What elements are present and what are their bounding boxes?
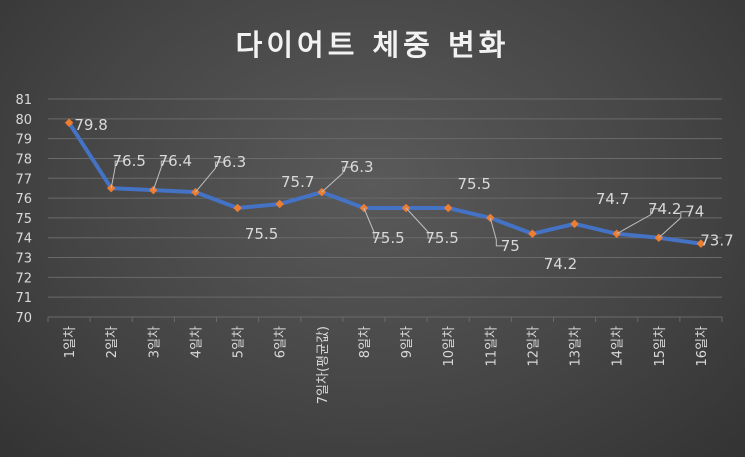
data-label-leader [363, 207, 384, 239]
y-tick-label: 75 [15, 212, 32, 227]
data-label: 74.2 [648, 200, 681, 218]
data-point [275, 199, 284, 209]
data-label-leader [195, 161, 226, 193]
x-tick-label: 3일차 [147, 326, 162, 358]
x-tick-label: 6일차 [274, 326, 289, 358]
y-tick-label: 71 [15, 291, 32, 306]
data-label: 75.5 [371, 229, 404, 247]
x-tick-label: 11일차 [484, 326, 499, 367]
data-label-leader [110, 160, 126, 189]
data-label-leader [658, 211, 691, 239]
data-label: 74.7 [596, 190, 629, 208]
data-label: 75.5 [457, 175, 490, 193]
x-tick-label: 2일차 [105, 326, 120, 358]
y-tick-label: 80 [15, 113, 32, 128]
data-point [570, 219, 579, 229]
data-point [233, 203, 242, 213]
x-tick-label: 10일차 [442, 326, 457, 367]
chart-title: 다이어트 체중 변화 [235, 28, 510, 62]
y-tick-label: 78 [15, 152, 32, 167]
data-point [64, 118, 74, 128]
y-tick-label: 77 [15, 172, 32, 187]
data-label-leader [321, 166, 353, 193]
y-tick-label: 70 [15, 311, 32, 326]
data-label: 74.2 [544, 255, 577, 273]
data-label-leader [489, 217, 507, 247]
data-label: 76.3 [213, 153, 246, 171]
y-tick-label: 81 [15, 93, 32, 108]
y-tick-label: 79 [15, 133, 32, 148]
data-label-leader [616, 208, 661, 235]
data-label: 76.5 [112, 152, 145, 170]
data-point [443, 203, 453, 213]
x-tick-label: 13일차 [569, 326, 584, 367]
data-label: 74 [685, 203, 704, 221]
data-label-leader [152, 160, 172, 191]
x-tick-label: 5일차 [232, 326, 247, 358]
y-tick-label: 76 [15, 192, 32, 207]
x-tick-label: 15일차 [653, 326, 668, 367]
data-label: 73.7 [700, 232, 733, 250]
x-tick-label: 4일차 [189, 326, 204, 358]
y-tick-label: 73 [15, 252, 32, 267]
data-label: 75.7 [281, 173, 314, 191]
x-tick-label: 1일차 [63, 326, 78, 358]
data-label: 79.8 [74, 116, 107, 134]
data-label: 75 [501, 237, 520, 255]
x-tick-label: 9일차 [400, 326, 415, 358]
data-label: 76.3 [340, 158, 373, 176]
data-label: 76.4 [159, 152, 192, 170]
series-line [67, 120, 703, 246]
x-tick-label: 16일차 [695, 326, 710, 367]
x-tick-label: 14일차 [611, 326, 626, 367]
x-tick-label: 12일차 [526, 326, 541, 367]
data-label: 75.5 [245, 225, 278, 243]
data-label: 75.5 [425, 229, 458, 247]
y-tick-label: 74 [15, 232, 32, 247]
x-tick-label: 7일차(평균값) [316, 326, 331, 404]
data-label-leader [405, 207, 439, 239]
x-tick-label: 8일차 [358, 326, 373, 358]
y-tick-label: 72 [15, 271, 32, 286]
